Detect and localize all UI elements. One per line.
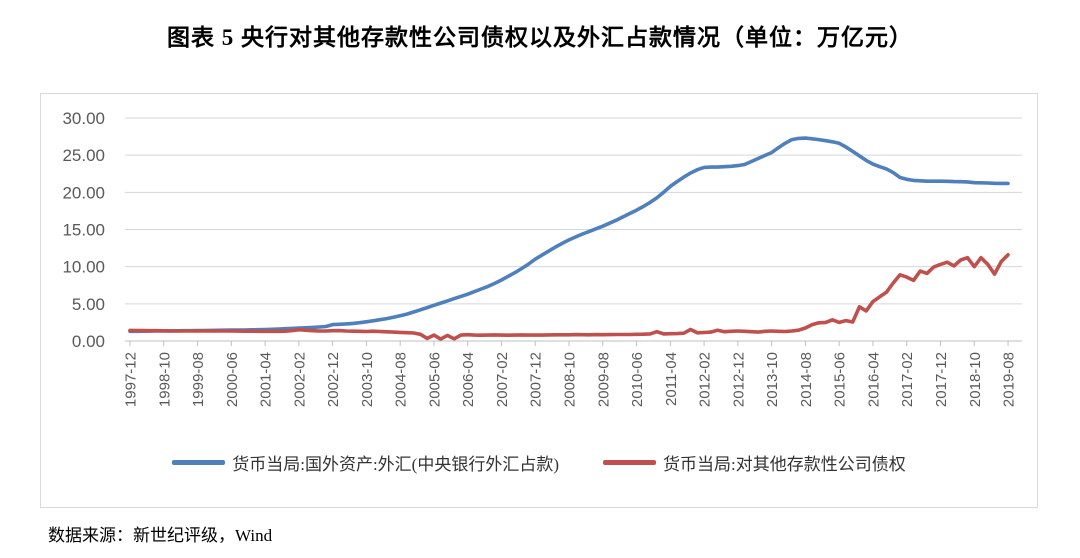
chart-frame: 0.00 5.00 10.00 15.00 20.00 25.00 30.00 1997-12… <box>40 93 1038 508</box>
legend-swatch-fx-line <box>172 460 226 465</box>
x-tick-label: 2002-02 <box>291 352 308 407</box>
x-tick-label: 2017-02 <box>899 352 916 407</box>
x-tick-label: 2010-06 <box>629 352 646 407</box>
y-tick-label: 30.00 <box>62 109 105 128</box>
y-tick-label: 15.00 <box>62 221 105 240</box>
y-tick-label: 20.00 <box>62 183 105 202</box>
x-tick-label: 2004-08 <box>393 352 410 407</box>
x-tick-label: 2007-12 <box>528 352 545 407</box>
x-tick-label: 2007-02 <box>494 352 511 407</box>
x-tick-label: 2019-08 <box>1001 352 1018 407</box>
x-tick-label: 2011-04 <box>663 352 680 406</box>
y-tick-label: 0.00 <box>72 332 105 351</box>
x-tick-label: 2000-06 <box>224 352 241 407</box>
x-tick-label: 2013-10 <box>764 352 781 407</box>
source-note: 数据来源：新世纪评级，Wind <box>48 526 273 545</box>
chart-plot-svg: 0.00 5.00 10.00 15.00 20.00 25.00 30.00 1997-12… <box>62 109 1022 407</box>
legend-swatch-claims-line <box>603 460 657 465</box>
y-tick-label: 5.00 <box>72 295 105 314</box>
x-tick-label: 2018-10 <box>967 352 984 407</box>
x-tick-label: 2017-12 <box>933 352 950 407</box>
x-tick-label: 2006-04 <box>460 352 477 407</box>
legend-label-fx: 货币当局:国外资产:外汇(中央银行外汇占款) <box>232 455 560 474</box>
x-tick-label: 2003-10 <box>359 352 376 407</box>
x-tick-label: 2014-08 <box>798 352 815 407</box>
x-tick-label: 2008-10 <box>562 352 579 407</box>
x-tick-label: 2005-06 <box>426 352 443 407</box>
x-tick-label: 2009-08 <box>595 352 612 407</box>
x-tick-label: 1997-12 <box>123 352 140 407</box>
x-tick-label: 2002-12 <box>325 352 342 407</box>
x-tick-label: 2015-06 <box>832 352 849 407</box>
chart-legend: 货币当局:国外资产:外汇(中央银行外汇占款) 货币当局:对其他存款性公司债权 <box>41 450 1037 475</box>
x-tick-label: 2016-04 <box>865 352 882 407</box>
y-tick-label: 10.00 <box>62 258 105 277</box>
x-tick-label: 1998-10 <box>156 352 173 407</box>
page-title: 图表 5 央行对其他存款性公司债权以及外汇占款情况（单位：万亿元） <box>167 25 913 50</box>
x-tick-label: 2001-04 <box>258 352 275 407</box>
legend-item-fx: 货币当局:国外资产:外汇(中央银行外汇占款) <box>172 450 559 475</box>
legend-label-claims: 货币当局:对其他存款性公司债权 <box>663 455 906 474</box>
y-tick-label: 25.00 <box>62 146 105 165</box>
x-tick-label: 2012-02 <box>697 352 714 407</box>
series-line-fx <box>128 136 1010 334</box>
x-tick-label: 1999-08 <box>190 352 207 407</box>
legend-item-claims: 货币当局:对其他存款性公司债权 <box>603 450 906 475</box>
x-tick-label: 2012-12 <box>730 352 747 407</box>
series-line-claims <box>128 253 1010 341</box>
